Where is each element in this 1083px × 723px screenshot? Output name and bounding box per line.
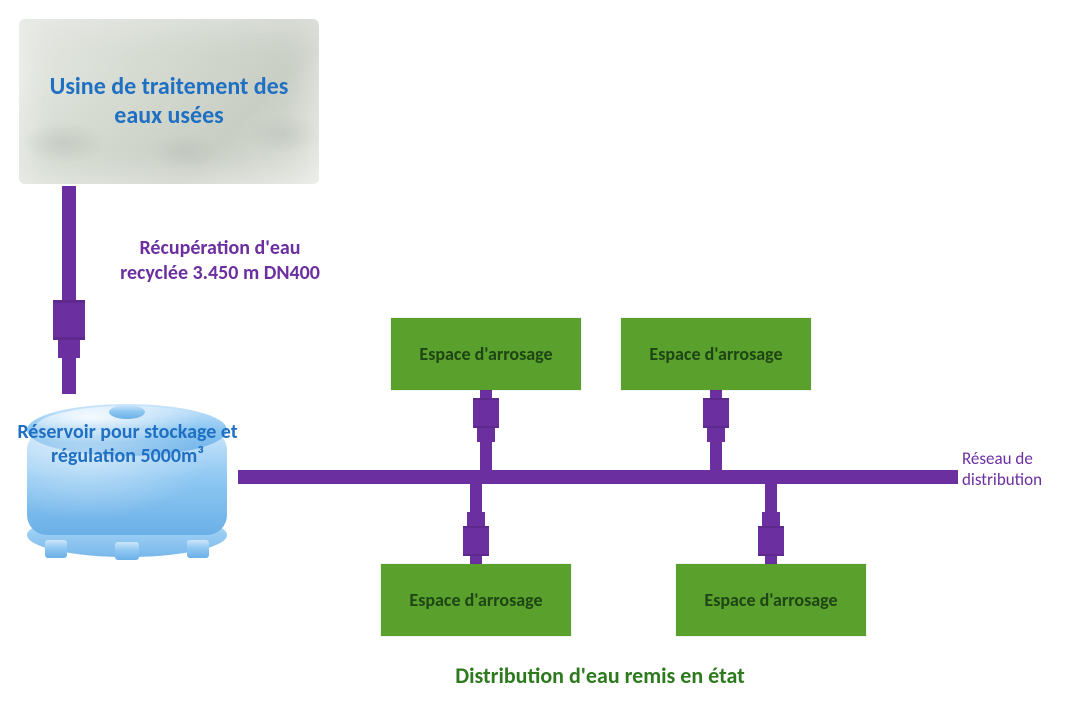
- distribution-network-label: Réseau de distribution: [962, 448, 1082, 491]
- irrigation-zone-bottom-2: Espace d'arrosage: [676, 564, 866, 636]
- irrigation-zone-label: Espace d'arrosage: [409, 589, 542, 611]
- storage-tank: [15, 390, 240, 565]
- irrigation-zone-label: Espace d'arrosage: [704, 589, 837, 611]
- fitting-main-v: [53, 300, 85, 340]
- irrigation-zone-bottom-1: Espace d'arrosage: [381, 564, 571, 636]
- storage-tank-label: Réservoir pour stockage et régulation 50…: [7, 420, 248, 468]
- irrigation-zone-label: Espace d'arrosage: [419, 343, 552, 365]
- treatment-plant-label: Usine de traitement des eaux usées: [29, 73, 309, 131]
- irrigation-zone-label: Espace d'arrosage: [649, 343, 782, 365]
- irrigation-zone-top-2: Espace d'arrosage: [621, 318, 811, 390]
- fitting-top-1: [473, 398, 499, 428]
- pipe-plant-to-tank: [62, 186, 76, 394]
- recovery-label: Récupération d'eau recyclée 3.450 m DN40…: [105, 236, 335, 286]
- fitting-bottom-2: [758, 526, 784, 556]
- fitting-top-2: [703, 398, 729, 428]
- fitting-bottom-1: [463, 526, 489, 556]
- pipe-distribution-main: [238, 470, 958, 484]
- treatment-plant-box: Usine de traitement des eaux usées: [19, 19, 319, 184]
- irrigation-zone-top-1: Espace d'arrosage: [391, 318, 581, 390]
- bottom-title: Distribution d'eau remis en état: [370, 662, 830, 689]
